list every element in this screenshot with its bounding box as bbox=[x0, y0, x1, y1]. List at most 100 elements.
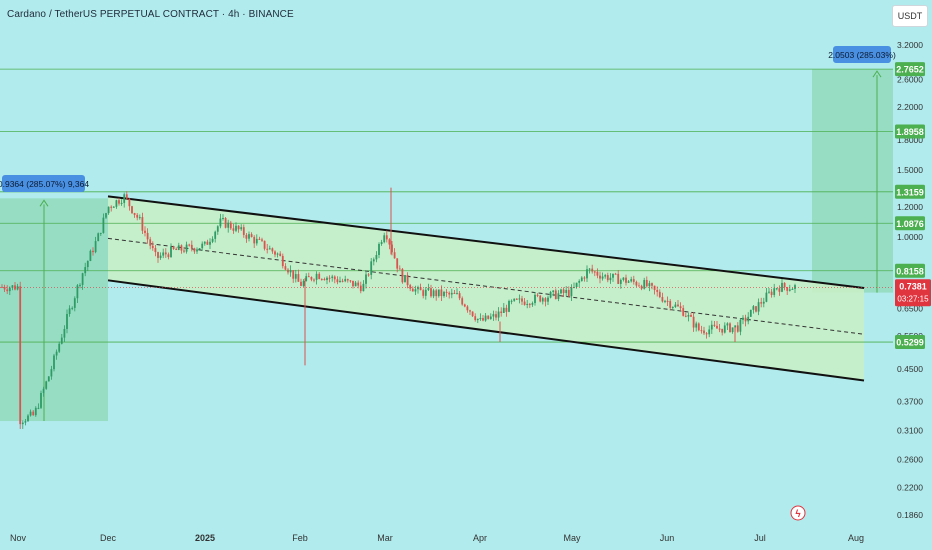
level-label-bg bbox=[895, 62, 925, 77]
candle-body bbox=[487, 315, 490, 319]
event-marker bbox=[790, 505, 806, 521]
candle-body bbox=[471, 311, 474, 317]
level-label-bg bbox=[895, 335, 925, 350]
candle-body bbox=[45, 381, 48, 389]
candle-body bbox=[552, 290, 555, 292]
candle-body bbox=[352, 280, 354, 287]
measure-arrow-head bbox=[872, 70, 882, 78]
candle-body bbox=[461, 298, 464, 305]
candle-body bbox=[742, 317, 744, 320]
candle-body bbox=[318, 273, 321, 279]
candle-body bbox=[398, 268, 401, 270]
level-label-bg bbox=[895, 263, 925, 278]
candle-body bbox=[549, 291, 552, 298]
candle-body bbox=[773, 288, 776, 295]
level-label-bg bbox=[895, 184, 925, 199]
y-tick-label: 0.1860 bbox=[897, 510, 923, 520]
y-tick-label: 0.2200 bbox=[897, 482, 923, 492]
channel-fill bbox=[108, 196, 864, 381]
candle-body bbox=[261, 239, 263, 241]
candle-body bbox=[287, 269, 289, 273]
candle-body bbox=[216, 226, 219, 232]
y-tick-label: 2.2000 bbox=[897, 102, 923, 112]
candle-body bbox=[50, 369, 53, 377]
candle-body bbox=[578, 280, 581, 283]
candle-body bbox=[541, 298, 544, 302]
candle-body bbox=[326, 277, 328, 281]
candle-body bbox=[196, 249, 198, 252]
current-price-bg bbox=[895, 279, 931, 307]
candle-body bbox=[762, 301, 765, 304]
candle-body bbox=[346, 279, 349, 281]
candle-body bbox=[409, 285, 412, 289]
candle-body bbox=[297, 274, 300, 282]
candle-body bbox=[614, 273, 617, 275]
candle-body bbox=[778, 288, 781, 292]
candle-body bbox=[547, 297, 549, 302]
candle-body bbox=[245, 234, 248, 239]
chart-title: Cardano / TetherUS PERPETUAL CONTRACT · … bbox=[7, 9, 294, 20]
candle-body bbox=[300, 281, 302, 286]
candle-body bbox=[440, 289, 443, 297]
candle-body bbox=[128, 198, 131, 207]
candle-body bbox=[500, 311, 503, 313]
candle-body bbox=[469, 310, 471, 312]
candle-body bbox=[755, 306, 757, 312]
candle-body bbox=[747, 316, 750, 322]
candle-body bbox=[674, 304, 677, 307]
candle-body bbox=[42, 388, 45, 393]
candle-body bbox=[627, 281, 630, 283]
candle-body bbox=[427, 288, 430, 290]
candle-body bbox=[305, 276, 308, 281]
candle-body bbox=[588, 268, 591, 270]
candle-body bbox=[697, 323, 700, 331]
level-label: 1.0876 bbox=[896, 219, 924, 229]
candle-body bbox=[705, 333, 708, 335]
candle-body bbox=[372, 259, 375, 262]
candle-body bbox=[544, 298, 547, 302]
x-tick-label: Apr bbox=[473, 533, 487, 543]
candle-body bbox=[198, 248, 201, 250]
candle-body bbox=[710, 324, 713, 330]
candle-body bbox=[268, 248, 271, 250]
candle-body bbox=[284, 266, 287, 270]
y-tick-label: 1.0000 bbox=[897, 232, 923, 242]
candle-body bbox=[341, 280, 344, 282]
candle-body bbox=[653, 285, 656, 291]
candle-body bbox=[32, 411, 35, 416]
candle-body bbox=[55, 351, 58, 356]
candle-body bbox=[99, 232, 102, 234]
candle-body bbox=[560, 289, 562, 294]
candle-body bbox=[27, 415, 29, 422]
candle-body bbox=[570, 287, 573, 297]
candle-body bbox=[721, 328, 724, 333]
candle-body bbox=[580, 277, 583, 281]
candle-body bbox=[536, 294, 539, 296]
candle-body bbox=[266, 248, 269, 250]
candle-body bbox=[71, 307, 74, 309]
currency-button[interactable]: USDT bbox=[892, 5, 928, 27]
candle-body bbox=[47, 376, 50, 382]
candle-body bbox=[214, 231, 217, 239]
candle-body bbox=[237, 225, 240, 230]
candle-body bbox=[84, 267, 87, 274]
candle-body bbox=[206, 241, 209, 245]
candle-body bbox=[586, 269, 588, 279]
candle-body bbox=[744, 317, 747, 322]
candle-body bbox=[619, 279, 622, 284]
candle-body bbox=[708, 329, 711, 335]
candle-body bbox=[508, 300, 510, 312]
candle-body bbox=[320, 278, 323, 280]
candle-body bbox=[388, 239, 391, 245]
candle-body bbox=[450, 292, 453, 295]
candle-body bbox=[1, 286, 3, 288]
candle-body bbox=[393, 252, 396, 259]
candle-body bbox=[736, 325, 739, 332]
candle-body bbox=[417, 287, 419, 290]
candle-body bbox=[255, 238, 258, 244]
candle-body bbox=[770, 291, 773, 295]
candle-body bbox=[175, 248, 178, 250]
candle-body bbox=[24, 421, 27, 423]
channel-lower-line bbox=[107, 279, 865, 382]
